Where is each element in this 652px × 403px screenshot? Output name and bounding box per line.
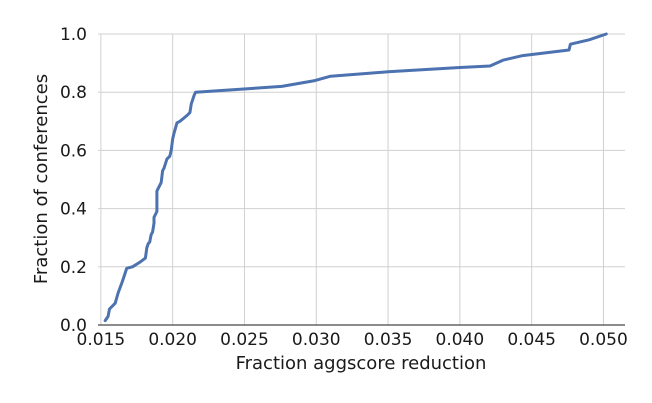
x-tick-label: 0.035 — [364, 330, 413, 350]
x-tick-label: 0.040 — [436, 330, 485, 350]
y-tick-label: 1.0 — [60, 25, 87, 45]
series-group — [103, 32, 608, 323]
x-tick-label: 0.050 — [579, 330, 628, 350]
x-tick-label: 0.045 — [507, 330, 556, 350]
y-axis-label: Fraction of conferences — [31, 74, 52, 284]
x-tick-labels: 0.015 0.020 0.025 0.030 0.035 0.040 0.045 0.050 — [77, 330, 628, 350]
x-tick-label: 0.025 — [220, 330, 269, 350]
y-tick-label: 0.0 — [60, 316, 87, 336]
x-axis-label: Fraction aggscore reduction — [236, 353, 487, 374]
x-tick-label: 0.020 — [148, 330, 197, 350]
x-tick-label: 0.015 — [77, 330, 126, 350]
y-tick-label: 0.2 — [60, 258, 87, 278]
series-line — [103, 32, 608, 323]
y-tick-label: 0.6 — [60, 141, 87, 161]
y-tick-label: 0.8 — [60, 83, 87, 103]
x-tick-label: 0.030 — [292, 330, 341, 350]
y-tick-label: 0.4 — [60, 200, 87, 220]
grid — [98, 33, 625, 326]
y-tick-labels: 0.0 0.2 0.4 0.6 0.8 1.0 — [60, 25, 87, 336]
